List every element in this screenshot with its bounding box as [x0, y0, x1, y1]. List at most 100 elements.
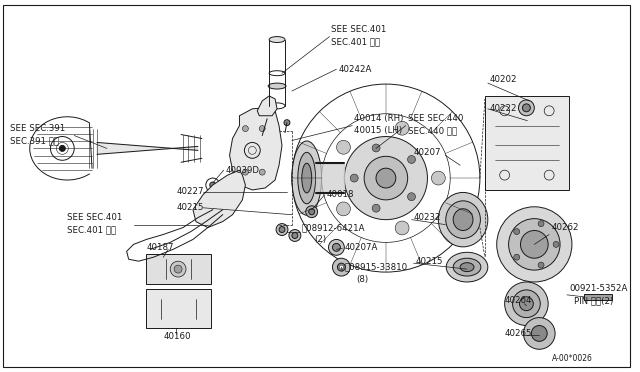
Circle shape: [514, 254, 520, 260]
Circle shape: [538, 221, 544, 227]
Text: A-00*0026: A-00*0026: [552, 354, 593, 363]
Text: 40215: 40215: [415, 257, 443, 266]
Text: 40039D: 40039D: [226, 166, 260, 175]
Text: 40187: 40187: [147, 243, 174, 252]
Circle shape: [408, 155, 415, 163]
Circle shape: [259, 169, 265, 175]
Ellipse shape: [302, 163, 312, 193]
Text: Ⓢ08915-33810: Ⓢ08915-33810: [344, 263, 408, 272]
Polygon shape: [193, 170, 245, 228]
Circle shape: [344, 137, 428, 219]
Text: 40018: 40018: [326, 190, 354, 199]
Circle shape: [339, 265, 343, 269]
Ellipse shape: [446, 201, 481, 238]
Circle shape: [332, 258, 350, 276]
Circle shape: [505, 282, 548, 326]
Polygon shape: [485, 96, 569, 190]
Polygon shape: [584, 294, 611, 300]
Text: 40207A: 40207A: [344, 243, 378, 252]
Text: 40264: 40264: [505, 296, 532, 305]
Polygon shape: [147, 289, 211, 328]
Circle shape: [518, 100, 534, 116]
Text: SEE SEC.391: SEE SEC.391: [10, 124, 65, 133]
Circle shape: [170, 261, 186, 277]
Text: SEC.391 参照: SEC.391 参照: [10, 136, 59, 145]
Text: SEC.401 参照: SEC.401 参照: [67, 225, 116, 234]
Circle shape: [376, 168, 396, 188]
Text: 40015 (LH): 40015 (LH): [354, 126, 403, 135]
Circle shape: [372, 204, 380, 212]
Ellipse shape: [453, 258, 481, 276]
Text: 40202: 40202: [490, 75, 517, 84]
Circle shape: [337, 202, 351, 216]
Circle shape: [538, 262, 544, 268]
Circle shape: [372, 144, 380, 152]
Circle shape: [308, 209, 315, 215]
Circle shape: [243, 169, 248, 175]
Circle shape: [431, 171, 445, 185]
Text: 40227: 40227: [176, 187, 204, 196]
Circle shape: [289, 230, 301, 241]
Circle shape: [513, 290, 540, 318]
Text: 40242A: 40242A: [339, 65, 372, 74]
Ellipse shape: [269, 36, 285, 42]
Circle shape: [509, 219, 560, 270]
Circle shape: [174, 265, 182, 273]
Circle shape: [60, 145, 65, 151]
Ellipse shape: [298, 153, 316, 204]
Circle shape: [337, 140, 351, 154]
Polygon shape: [147, 254, 211, 284]
Circle shape: [259, 126, 265, 132]
Circle shape: [408, 193, 415, 201]
Polygon shape: [316, 163, 344, 193]
Text: 40262: 40262: [551, 223, 579, 232]
Ellipse shape: [268, 83, 286, 89]
Circle shape: [395, 121, 409, 135]
Text: SEE SEC.401: SEE SEC.401: [332, 25, 387, 34]
Circle shape: [395, 221, 409, 235]
Circle shape: [292, 232, 298, 238]
Circle shape: [284, 120, 290, 126]
Ellipse shape: [438, 192, 488, 247]
Circle shape: [553, 241, 559, 247]
Text: 40207: 40207: [413, 148, 441, 157]
Circle shape: [328, 240, 344, 255]
Ellipse shape: [292, 141, 321, 215]
Text: SEE SEC.401: SEE SEC.401: [67, 213, 123, 222]
Circle shape: [514, 229, 520, 235]
Text: (2): (2): [315, 235, 327, 244]
Circle shape: [276, 224, 288, 235]
Text: SEC.440 参照: SEC.440 参照: [408, 126, 457, 135]
Circle shape: [497, 207, 572, 282]
Text: PIN ピン(2): PIN ピン(2): [574, 296, 613, 305]
Circle shape: [279, 227, 285, 232]
Text: 40265: 40265: [505, 329, 532, 338]
Circle shape: [306, 206, 317, 218]
Text: ⓝ08912-6421A: ⓝ08912-6421A: [302, 223, 365, 232]
Polygon shape: [230, 108, 282, 190]
Polygon shape: [257, 96, 277, 116]
Circle shape: [210, 182, 216, 188]
Text: 40222: 40222: [490, 104, 517, 113]
Text: SEC.401 参照: SEC.401 参照: [332, 37, 381, 46]
Circle shape: [337, 263, 346, 271]
Circle shape: [350, 174, 358, 182]
Circle shape: [531, 326, 547, 341]
Text: 40215: 40215: [176, 203, 204, 212]
Circle shape: [364, 156, 408, 200]
Circle shape: [524, 318, 555, 349]
Text: 40014 (RH): 40014 (RH): [354, 114, 404, 123]
Ellipse shape: [453, 209, 473, 231]
Circle shape: [522, 104, 531, 112]
Text: 40232: 40232: [413, 213, 441, 222]
Circle shape: [520, 231, 548, 258]
Ellipse shape: [446, 252, 488, 282]
Text: 40160: 40160: [163, 332, 191, 341]
Text: SEE SEC.440: SEE SEC.440: [408, 114, 463, 123]
Circle shape: [520, 297, 533, 311]
Polygon shape: [97, 142, 198, 154]
Text: (8): (8): [356, 275, 369, 283]
Ellipse shape: [460, 263, 474, 272]
Text: 00921-5352A: 00921-5352A: [569, 285, 627, 294]
Circle shape: [332, 243, 340, 251]
